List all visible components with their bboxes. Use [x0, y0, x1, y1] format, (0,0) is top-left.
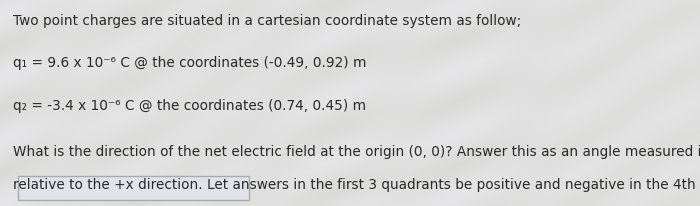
Text: q₁ = 9.6 x 10⁻⁶ C @ the coordinates (-0.49, 0.92) m: q₁ = 9.6 x 10⁻⁶ C @ the coordinates (-0.…	[13, 56, 366, 70]
Text: What is the direction of the net electric field at the origin (0, 0)? Answer thi: What is the direction of the net electri…	[13, 144, 700, 158]
Text: relative to the +x direction. Let answers in the first 3 quadrants be positive a: relative to the +x direction. Let answer…	[13, 177, 700, 191]
Text: Two point charges are situated in a cartesian coordinate system as follow;: Two point charges are situated in a cart…	[13, 14, 521, 28]
Text: q₂ = -3.4 x 10⁻⁶ C @ the coordinates (0.74, 0.45) m: q₂ = -3.4 x 10⁻⁶ C @ the coordinates (0.…	[13, 99, 365, 113]
FancyBboxPatch shape	[18, 176, 248, 200]
